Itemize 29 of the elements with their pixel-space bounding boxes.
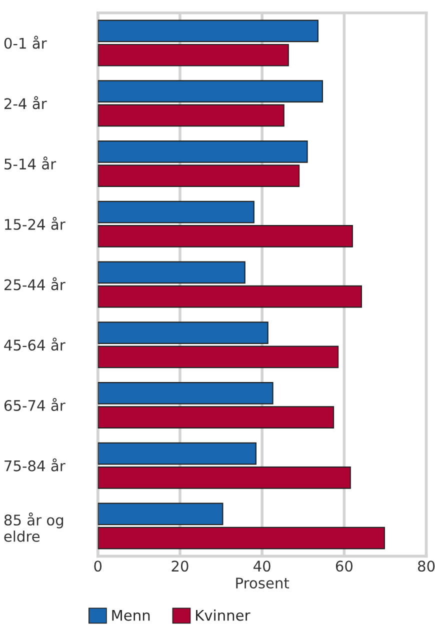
- bar: [98, 346, 339, 368]
- x-tick-label: 60: [336, 560, 353, 572]
- x-tick-label: 20: [172, 560, 188, 572]
- y-tick-label: 15-24 år: [5, 216, 66, 230]
- bar: [98, 442, 256, 465]
- y-tick-label: 5-14 år: [4, 156, 56, 170]
- y-tick-label: 0-1 år: [4, 36, 47, 49]
- bar: [98, 20, 318, 42]
- bar: [98, 44, 289, 66]
- y-tick-label: 2-4 år: [4, 96, 47, 110]
- bar: [98, 466, 351, 489]
- x-tick-label: 80: [418, 560, 435, 572]
- y-tick-label: 25-44 år: [4, 277, 66, 290]
- bar: [98, 502, 224, 526]
- y-tick-label: 85 år og eldre: [4, 512, 64, 542]
- legend-label: Kvinner: [196, 610, 250, 621]
- bar: [98, 322, 268, 344]
- y-tick-label: 75-84 år: [4, 458, 66, 472]
- legend-label: Menn: [112, 610, 150, 621]
- y-tick-label: 45-64 år: [4, 338, 66, 351]
- bar: [98, 285, 362, 308]
- bar: [98, 526, 385, 550]
- bar: [98, 261, 246, 284]
- x-tick-label: 0: [94, 560, 102, 572]
- y-tick-label: 65-74 år: [4, 398, 66, 412]
- bar: [98, 80, 323, 103]
- x-axis-title: Prosent: [236, 578, 290, 589]
- bar: [98, 104, 284, 127]
- x-tick-label: 40: [254, 560, 270, 572]
